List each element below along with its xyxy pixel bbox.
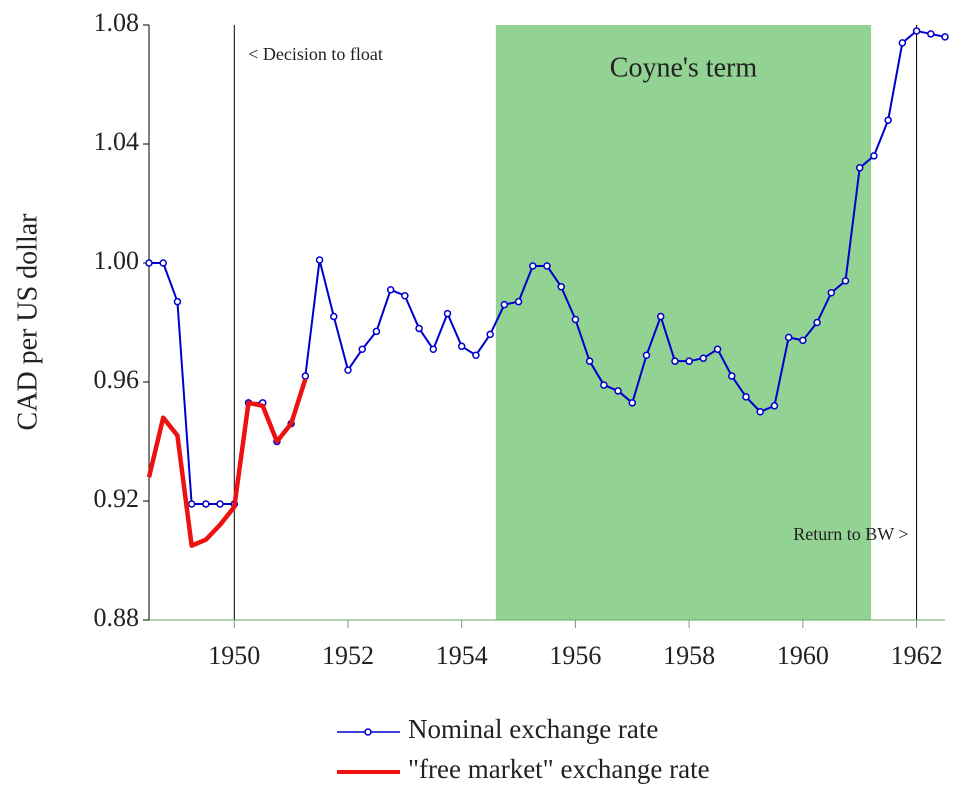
point [770,402,779,410]
point [571,315,580,324]
x-tick-label: 1960 [777,641,829,670]
point [642,351,651,359]
point [813,318,821,327]
event-label: < Decision to float [248,44,383,64]
point [145,259,153,267]
point [870,152,878,160]
point [358,345,366,354]
point [301,372,310,380]
point [315,256,324,264]
y-tick-label: 1.08 [94,8,140,37]
shaded-label: Coyne's term [610,52,758,83]
point [173,297,182,306]
event-label: Return to BW > [793,524,908,544]
point [557,283,565,291]
point [330,312,338,321]
point [514,297,523,306]
point [386,286,395,294]
point [927,30,935,38]
point [443,309,452,318]
y-tick-label: 0.92 [94,484,140,513]
y-tick-label: 1.04 [94,127,140,156]
point [685,357,693,365]
shaded-region [495,25,872,620]
point [799,336,807,345]
point [372,327,381,336]
point [216,500,224,508]
point [784,333,793,342]
point [472,351,480,359]
point [543,262,551,270]
point [699,354,708,362]
point [713,345,722,354]
point [898,39,907,47]
point [344,366,352,374]
x-tick-label: 1952 [322,641,374,670]
point [202,500,210,508]
point [742,393,750,401]
point [614,387,622,395]
point [187,500,196,508]
point [500,300,509,309]
point [912,27,921,35]
x-tick-label: 1962 [891,641,943,670]
point [884,116,892,124]
y-tick-label: 0.96 [94,365,140,394]
legend-label: "free market" exchange rate [408,754,710,784]
point [671,357,679,365]
point [585,357,594,365]
point [600,381,608,389]
series-line [146,378,308,548]
point [756,408,764,416]
x-tick-label: 1950 [208,641,260,670]
point [628,399,637,407]
point [941,33,949,41]
x-tick-label: 1954 [436,641,488,670]
y-axis-label: CAD per US dollar [12,213,43,431]
point [159,259,167,267]
y-tick-label: 1.00 [94,246,140,275]
legend-marker [364,728,372,736]
point [841,277,850,285]
point [457,342,466,351]
point [855,164,864,172]
x-tick-label: 1956 [549,641,601,670]
legend-label: Nominal exchange rate [408,714,658,744]
x-tick-label: 1958 [663,641,715,670]
point [486,330,494,339]
point [656,312,665,321]
point [415,324,423,333]
point [429,345,438,354]
point [728,372,736,380]
point [529,262,537,270]
point [401,291,409,300]
point [827,289,836,297]
y-tick-label: 0.88 [94,603,140,632]
